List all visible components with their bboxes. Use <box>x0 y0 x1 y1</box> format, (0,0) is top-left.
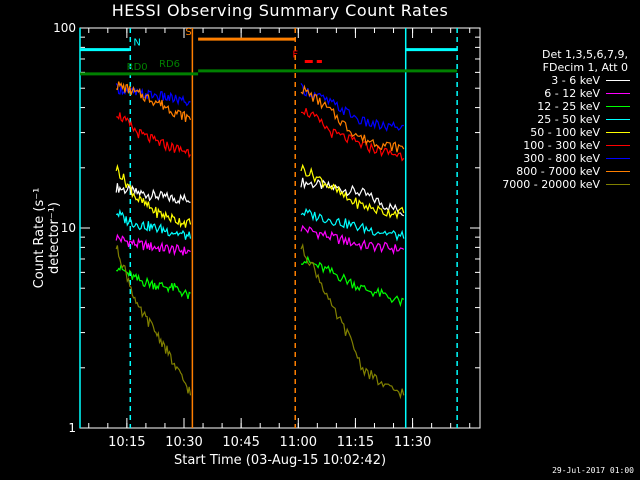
legend-swatch <box>606 106 630 107</box>
legend-item: 800 - 7000 keV <box>480 165 630 178</box>
y-tick-label: 100 <box>53 21 76 35</box>
series-line-800-7000keV <box>115 81 192 123</box>
legend-label: 100 - 300 keV <box>523 139 600 152</box>
series-line-50-100keV <box>300 163 405 220</box>
legend-swatch <box>606 93 630 94</box>
x-tick-label: 11:30 <box>394 435 431 450</box>
legend-item: 12 - 25 keV <box>480 100 630 113</box>
legend-swatch <box>606 145 630 146</box>
legend-label: 800 - 7000 keV <box>516 165 600 178</box>
legend-swatch <box>606 80 630 81</box>
y-tick-label: 10 <box>61 221 76 235</box>
legend-swatch <box>606 171 630 172</box>
y-tick-label: 1 <box>68 421 76 435</box>
series-line-800-7000keV <box>300 84 405 153</box>
x-tick-label: 11:15 <box>337 435 374 450</box>
legend-item: 7000 - 20000 keV <box>480 178 630 191</box>
legend-item: 300 - 800 keV <box>480 152 630 165</box>
y-axis-label: Count Rate (s⁻¹ detector⁻¹) <box>32 187 62 289</box>
legend-item: 3 - 6 keV <box>480 74 630 87</box>
legend-swatch <box>606 132 630 133</box>
flag-label: F <box>292 49 298 60</box>
legend-swatch <box>606 184 630 185</box>
series-line-100-300keV <box>300 108 405 162</box>
legend-label: 3 - 6 keV <box>551 74 600 87</box>
legend-header-line-2: FDecim 1, Att 0 <box>542 61 628 74</box>
series-line-50-100keV <box>115 163 192 229</box>
legend-swatch <box>606 158 630 159</box>
legend-label: 50 - 100 keV <box>530 126 600 139</box>
legend-label: 300 - 800 keV <box>523 152 600 165</box>
series-line-3-6keV <box>300 177 405 217</box>
series-line-7000-20000keV <box>115 245 192 396</box>
series-line-3-6keV <box>115 183 191 205</box>
series-line-6-12keV <box>300 224 405 256</box>
legend-item: 100 - 300 keV <box>480 139 630 152</box>
series-line-6-12keV <box>115 233 191 257</box>
series-line-12-25keV <box>300 255 405 308</box>
legend-label: 12 - 25 keV <box>537 100 600 113</box>
legend-item: 25 - 50 keV <box>480 113 630 126</box>
x-tick-label: 11:00 <box>280 435 317 450</box>
legend-label: 7000 - 20000 keV <box>502 178 600 191</box>
flag-label: RD6 <box>159 59 180 70</box>
legend-item: 50 - 100 keV <box>480 126 630 139</box>
series-line-7000-20000keV <box>300 242 405 400</box>
footer-timestamp: 29-Jul-2017 01:00 <box>552 466 634 475</box>
x-tick-label: 10:15 <box>108 435 145 450</box>
x-tick-label: 10:30 <box>165 435 202 450</box>
chart-title: HESSI Observing Summary Count Rates <box>111 1 449 20</box>
flag-label: RD0 <box>127 62 148 73</box>
legend-label: 6 - 12 keV <box>544 87 600 100</box>
series-line-25-50keV <box>300 207 405 242</box>
legend-header-line-1: Det 1,3,5,6,7,9, <box>541 48 628 61</box>
legend-item: 6 - 12 keV <box>480 87 630 100</box>
x-tick-label: 10:45 <box>222 435 259 450</box>
series-line-25-50keV <box>115 208 192 240</box>
series-line-300-800keV <box>115 83 191 107</box>
series-line-12-25keV <box>116 264 191 300</box>
series-line-100-300keV <box>116 112 192 159</box>
x-axis-label: Start Time (03-Aug-15 10:02:42) <box>173 453 387 468</box>
legend-swatch <box>606 119 630 120</box>
flag-label: N <box>133 38 140 49</box>
legend-label: 25 - 50 keV <box>537 113 600 126</box>
series-line-300-800keV <box>300 83 404 132</box>
flag-label: S <box>185 27 191 38</box>
legend: Det 1,3,5,6,7,9, FDecim 1, Att 0 3 - 6 k… <box>480 48 630 191</box>
